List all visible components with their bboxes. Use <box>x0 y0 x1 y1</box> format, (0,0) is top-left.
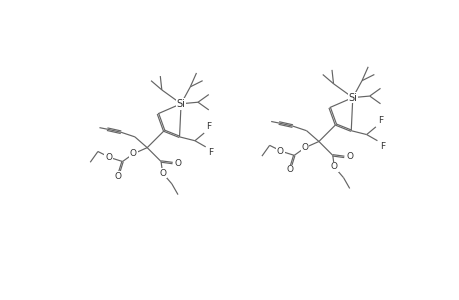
Text: F: F <box>377 116 382 125</box>
Text: Si: Si <box>176 99 185 109</box>
Text: O: O <box>346 152 353 161</box>
Text: O: O <box>114 172 121 181</box>
Text: O: O <box>174 158 181 167</box>
Text: O: O <box>159 169 166 178</box>
Text: O: O <box>285 166 292 175</box>
Text: O: O <box>105 153 112 162</box>
Text: O: O <box>129 149 136 158</box>
Text: O: O <box>301 143 308 152</box>
Text: O: O <box>330 162 337 171</box>
Text: F: F <box>207 148 213 158</box>
Text: Si: Si <box>347 93 357 103</box>
Text: O: O <box>276 147 283 156</box>
Text: F: F <box>379 142 384 151</box>
Text: F: F <box>206 122 211 131</box>
